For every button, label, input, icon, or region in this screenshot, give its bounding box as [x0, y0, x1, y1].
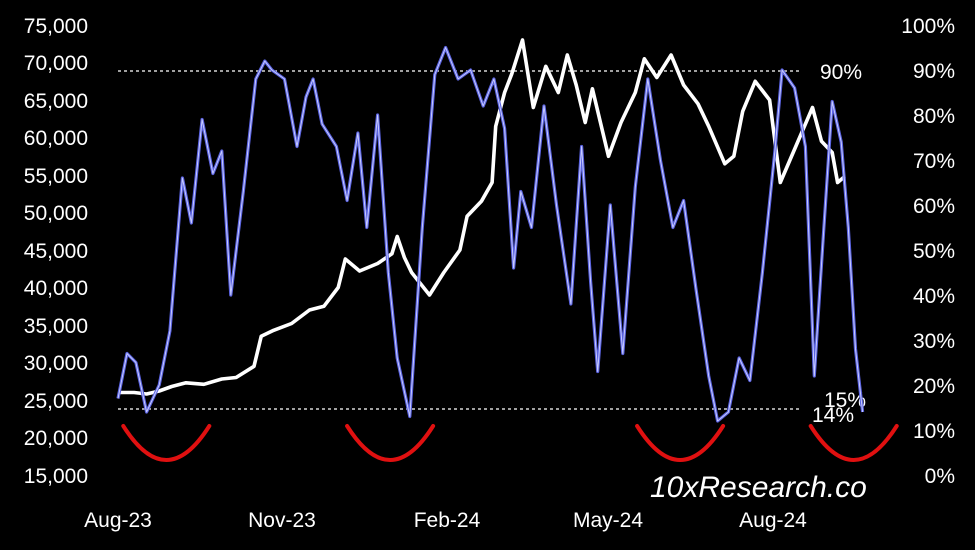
left-tick-label: 30,000: [24, 352, 88, 375]
left-tick-label: 20,000: [24, 427, 88, 450]
reference-label-15: 15%: [824, 389, 866, 412]
left-tick-label: 55,000: [24, 165, 88, 188]
left-tick-label: 50,000: [24, 202, 88, 225]
right-axis-ticks: 0% 10% 20% 30% 40% 50% 60% 70% 80% 90% 1…: [901, 15, 955, 488]
x-tick-label: Nov-23: [248, 509, 316, 532]
right-tick-label: 80%: [913, 105, 955, 128]
percent-series-line: [116, 45, 865, 423]
left-tick-label: 40,000: [24, 277, 88, 300]
bottom-highlight-arc: [345, 424, 436, 462]
right-tick-label: 0%: [925, 465, 955, 488]
bottom-highlight-arc: [121, 424, 212, 462]
right-tick-label: 50%: [913, 240, 955, 263]
right-tick-label: 100%: [901, 15, 955, 38]
right-tick-label: 90%: [913, 60, 955, 83]
bottom-highlight-arc: [808, 424, 899, 462]
x-tick-label: Feb-24: [414, 509, 481, 532]
bottom-highlight-arc: [635, 424, 726, 462]
x-tick-label: Aug-23: [84, 509, 152, 532]
current-value-annotation: 14%: [812, 404, 854, 427]
watermark: 10xResearch.co: [650, 471, 867, 504]
x-tick-label: Aug-24: [739, 509, 807, 532]
series-layer: [116, 38, 865, 423]
left-tick-label: 45,000: [24, 240, 88, 263]
percent-series-highlight: [117, 47, 864, 422]
right-tick-label: 40%: [913, 285, 955, 308]
right-tick-label: 20%: [913, 375, 955, 398]
left-tick-label: 70,000: [24, 52, 88, 75]
left-axis-ticks: 15,000 20,000 25,000 30,000 35,000 40,00…: [24, 15, 88, 488]
left-tick-label: 75,000: [24, 15, 88, 38]
right-tick-label: 10%: [913, 420, 955, 443]
highlight-marks: [121, 424, 899, 462]
right-tick-label: 60%: [913, 195, 955, 218]
left-tick-label: 35,000: [24, 315, 88, 338]
left-tick-label: 60,000: [24, 127, 88, 150]
reference-label-90: 90%: [820, 61, 862, 84]
left-tick-label: 15,000: [24, 465, 88, 488]
price-series-line: [118, 38, 846, 396]
left-tick-label: 65,000: [24, 90, 88, 113]
right-tick-label: 70%: [913, 150, 955, 173]
left-tick-label: 25,000: [24, 390, 88, 413]
x-axis-ticks: Aug-23 Nov-23 Feb-24 May-24 Aug-24: [84, 509, 807, 532]
x-tick-label: May-24: [573, 509, 643, 532]
right-tick-label: 30%: [913, 330, 955, 353]
